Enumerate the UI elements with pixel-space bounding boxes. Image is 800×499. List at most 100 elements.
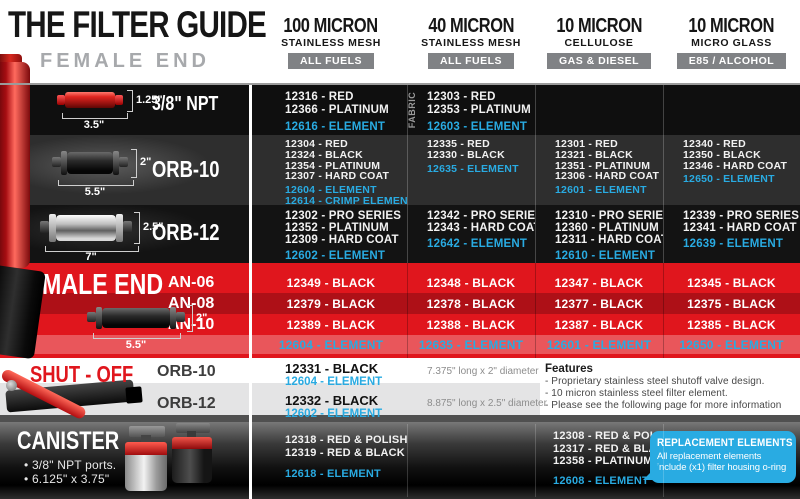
male-rows: AN-06 12349 - BLACK 12348 - BLACK 12347 …: [0, 272, 800, 354]
column-divider: [535, 85, 536, 263]
part-list: 12342 - PRO SERIES 12343 - HARD COAT: [427, 210, 535, 234]
column-micron: 10 MICRON: [556, 15, 642, 37]
element-number: 12618 - ELEMENT: [285, 468, 381, 480]
part-cell: 12304 - RED 12324 - BLACK 12354 - PLATINUM…: [255, 135, 407, 205]
element-number: 12639 - ELEMENT: [683, 238, 784, 250]
column-media: STAINLESS MESH: [281, 37, 381, 49]
part-number: 12324 - BLACK: [285, 148, 363, 161]
part-list: 12318 - RED & POLISH 12319 - RED & BLACK: [285, 434, 407, 459]
part-number: 12388 - BLACK: [426, 317, 516, 332]
part-number: 12387 - BLACK: [554, 317, 644, 332]
part-number: 12377 - BLACK: [554, 296, 644, 311]
feature-item: - Proprietary stainless steel shutoff va…: [545, 376, 765, 387]
element-list: 12608 - ELEMENT: [553, 475, 661, 488]
element-number: 12602 - ELEMENT: [285, 408, 383, 420]
part-list: 12310 - PRO SERIES 12360 - PLATINUM 12311 …: [555, 210, 663, 246]
canister-spec: 3/8" NPT ports.: [24, 458, 116, 472]
part-number: 12308 - RED & POLISH: [553, 430, 676, 442]
row-cells: 12302 - PRO SERIES 12352 - PLATINUM 12309 …: [255, 205, 800, 263]
part-number: 12303 - RED: [427, 91, 496, 103]
part-number: 12379 - BLACK: [286, 296, 376, 311]
part-number: 12307 - HARD COAT: [285, 170, 390, 183]
element-list: 12642 - ELEMENT: [427, 238, 533, 250]
part-cell: 12310 - PRO SERIES 12360 - PLATINUM 12311 …: [535, 205, 663, 263]
shutoff-section: SHUT - OFF ORB-10 12331 - BLACK 12604 - …: [0, 358, 800, 422]
size-note: 7.375" long x 2" diameter: [427, 366, 539, 377]
row-3-8-npt: 1.25" 3.5" 3/8" NPT FABRIC 12316 - RED 12…: [0, 85, 800, 135]
part-number: 12309 - HARD COAT: [285, 234, 399, 246]
male-row: AN-10 12389 - BLACK 12388 - BLACK 12387 …: [0, 314, 800, 335]
row-cells: 12349 - BLACK 12348 - BLACK 12347 - BLAC…: [255, 272, 800, 293]
canister-image-silver: [129, 426, 165, 437]
row-cells: 12379 - BLACK 12378 - BLACK 12377 - BLAC…: [255, 293, 800, 314]
part-cell: [407, 422, 535, 499]
part-number: 12366 - PLATINUM: [285, 104, 389, 116]
part-number: 12339 - PRO SERIES: [683, 210, 800, 222]
row-label: ORB-12: [152, 219, 220, 245]
part-number: 12385 - BLACK: [687, 317, 776, 332]
element-number: 12650 - ELEMENT: [679, 337, 784, 352]
column-header: 100 MICRON STAINLESS MESH ALL FUELS: [255, 16, 407, 69]
element-number: 12602 - ELEMENT: [285, 250, 386, 262]
part-list: 12316 - RED 12366 - PLATINUM: [285, 91, 405, 117]
male-end-section: MALE END AN-06 12349 - BLACK 12348 - BLA…: [0, 263, 800, 358]
part-list: 12303 - RED 12353 - PLATINUM: [427, 91, 533, 117]
canister-specs: 3/8" NPT ports.6.125" x 3.75": [24, 458, 116, 486]
part-number: 12335 - RED: [427, 138, 490, 150]
part-number: 12351 - PLATINUM: [555, 159, 651, 172]
male-end-label: MALE END: [42, 269, 164, 301]
part-number: 12310 - PRO SERIES: [555, 210, 663, 222]
element-number: 12601 - ELEMENT: [555, 184, 647, 197]
part-number: 12358 - PLATINUM: [553, 455, 653, 467]
element-list: 12650 - ELEMENT: [683, 174, 798, 185]
canister-image-black: [176, 423, 210, 433]
element-list: 12639 - ELEMENT: [683, 238, 798, 250]
part-number: 12306 - HARD COAT: [555, 170, 660, 183]
male-element-row: 12604 - ELEMENT 12635 - ELEMENT 12601 - …: [0, 335, 800, 354]
part-number: 12378 - BLACK: [426, 296, 516, 311]
callout-body: All replacement elements include (x1) fi…: [657, 451, 787, 473]
part-number: 12345 - BLACK: [687, 275, 776, 290]
column-micron: 40 MICRON: [428, 15, 514, 37]
row-label: 3/8" NPT: [152, 93, 219, 115]
element-number: 12603 - ELEMENT: [427, 121, 528, 133]
size-note: 8.875" long x 2.5" diameter: [427, 398, 547, 409]
part-cell: 12302 - PRO SERIES 12352 - PLATINUM 12309 …: [255, 205, 407, 263]
canister-section: CANISTER 3/8" NPT ports.6.125" x 3.75" 1…: [0, 422, 800, 499]
left-red-filter-image: [0, 62, 30, 268]
element-number: 12604 - ELEMENT: [285, 376, 383, 388]
feature-item: - Please see the following page for more…: [545, 399, 782, 411]
part-list: 12335 - RED 12330 - BLACK: [427, 139, 533, 161]
fuel-badge: ALL FUELS: [287, 53, 375, 69]
row-cells: 12316 - RED 12366 - PLATINUM 12616 - ELEM…: [255, 85, 800, 135]
canister-label: CANISTER: [17, 427, 120, 455]
part-cell: [535, 85, 663, 135]
element-list: 12635 - ELEMENT: [427, 163, 533, 175]
height-dimension: 2.5": [143, 221, 164, 233]
length-dimension: 7": [85, 251, 97, 263]
part-number: 12360 - PLATINUM: [555, 222, 659, 234]
column-header: 10 MICRON CELLULOSE GAS & DIESEL: [535, 16, 663, 69]
height-dimension: 2": [140, 156, 152, 168]
element-number: 12604 - ELEMENT: [278, 337, 384, 352]
element-list: 12610 - ELEMENT: [555, 250, 661, 262]
column-media: CELLULOSE: [564, 37, 634, 49]
column-divider: [663, 85, 664, 263]
part-list: 12339 - PRO SERIES 12341 - HARD COAT: [683, 210, 800, 234]
replacement-elements-callout: REPLACEMENT ELEMENTS All replacement ele…: [643, 431, 796, 483]
column-micron: 10 MICRON: [688, 15, 775, 37]
part-number: 12304 - RED: [285, 138, 348, 150]
part-number: 12375 - BLACK: [687, 296, 776, 311]
element-number: 12650 - ELEMENT: [683, 173, 775, 186]
column-media: MICRO GLASS: [691, 37, 772, 49]
row-cells: 12304 - RED 12324 - BLACK 12354 - PLATINUM…: [255, 135, 800, 205]
part-number: 12342 - PRO SERIES: [427, 210, 535, 222]
column-micron: 100 MICRON: [283, 15, 379, 37]
part-number: 12332 - BLACK: [285, 393, 379, 408]
element-list: 12618 - ELEMENT: [285, 468, 405, 481]
fuel-badge: E85 / ALCOHOL: [676, 53, 787, 69]
canister-spec: 6.125" x 3.75": [24, 472, 116, 486]
part-cell: 12340 - RED 12350 - BLACK 12346 - HARD COA…: [663, 135, 800, 205]
part-number: 12331 - BLACK: [285, 361, 379, 376]
element-number: 12608 - ELEMENT: [553, 474, 649, 487]
